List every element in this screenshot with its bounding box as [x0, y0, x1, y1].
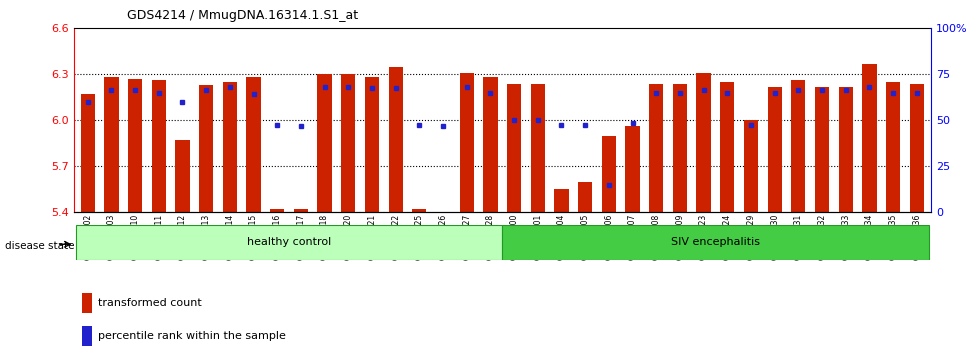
- Bar: [222, 82, 237, 212]
- Bar: [152, 80, 166, 212]
- Bar: [791, 80, 806, 212]
- Bar: [578, 182, 592, 212]
- Bar: [82, 326, 92, 346]
- Bar: [199, 85, 214, 212]
- Bar: [555, 189, 568, 212]
- Bar: [744, 120, 759, 212]
- Bar: [294, 209, 308, 212]
- Bar: [128, 79, 142, 212]
- Bar: [815, 87, 829, 212]
- Bar: [365, 78, 379, 212]
- Bar: [341, 74, 356, 212]
- Bar: [502, 225, 929, 260]
- Bar: [720, 82, 734, 212]
- Bar: [649, 84, 663, 212]
- Bar: [886, 82, 901, 212]
- Bar: [531, 84, 545, 212]
- Text: disease state: disease state: [5, 241, 74, 251]
- Bar: [388, 67, 403, 212]
- Bar: [318, 74, 331, 212]
- Bar: [673, 84, 687, 212]
- Bar: [104, 78, 119, 212]
- Bar: [909, 84, 924, 212]
- Text: healthy control: healthy control: [247, 238, 331, 247]
- Bar: [75, 225, 502, 260]
- Bar: [507, 84, 521, 212]
- Bar: [270, 209, 284, 212]
- Text: transformed count: transformed count: [98, 298, 202, 308]
- Bar: [862, 64, 876, 212]
- Bar: [246, 78, 261, 212]
- Text: percentile rank within the sample: percentile rank within the sample: [98, 331, 285, 341]
- Bar: [602, 136, 616, 212]
- Bar: [80, 94, 95, 212]
- Bar: [625, 126, 640, 212]
- Bar: [460, 73, 473, 212]
- Bar: [175, 140, 189, 212]
- Bar: [697, 73, 710, 212]
- Bar: [483, 78, 498, 212]
- Bar: [839, 87, 853, 212]
- Text: GDS4214 / MmugDNA.16314.1.S1_at: GDS4214 / MmugDNA.16314.1.S1_at: [127, 9, 359, 22]
- Text: SIV encephalitis: SIV encephalitis: [671, 238, 760, 247]
- Bar: [413, 209, 426, 212]
- Bar: [82, 293, 92, 313]
- Bar: [767, 87, 782, 212]
